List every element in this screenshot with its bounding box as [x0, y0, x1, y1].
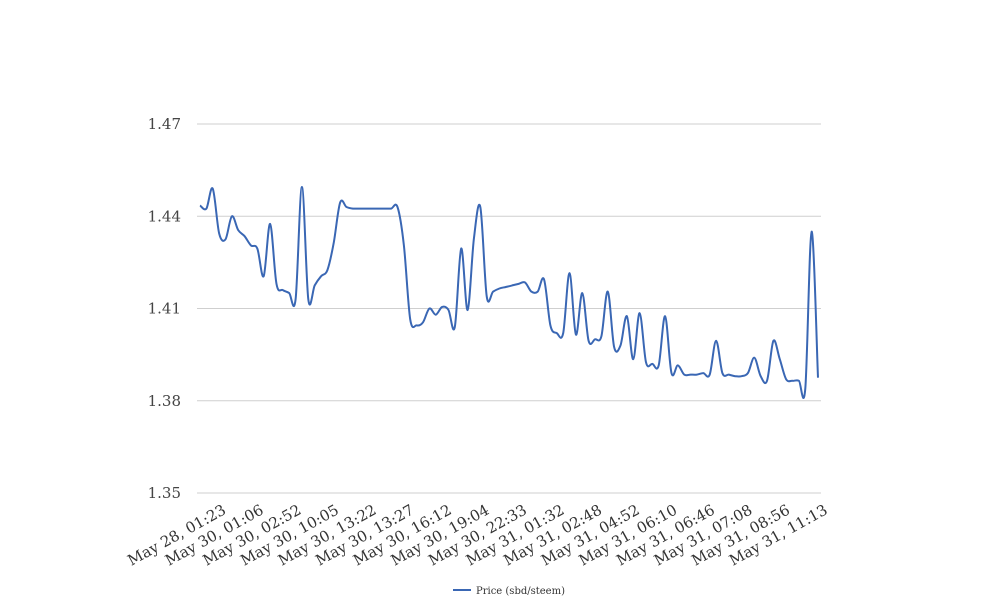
legend[interactable]: Price (sbd/steem): [453, 586, 565, 597]
y-tick-label: 1.41: [148, 300, 181, 318]
y-tick-label: 1.38: [148, 392, 181, 410]
y-tick-label: 1.47: [148, 115, 181, 133]
series-line: [199, 186, 819, 399]
gridlines: [197, 123, 821, 494]
y-axis-ticks: 1.47 1.44 1.41 1.38 1.35: [148, 115, 181, 502]
legend-label: Price (sbd/steem): [476, 586, 565, 597]
y-tick-label: 1.35: [148, 484, 181, 502]
y-tick-label: 1.44: [148, 207, 181, 225]
series-layer: [199, 186, 819, 399]
